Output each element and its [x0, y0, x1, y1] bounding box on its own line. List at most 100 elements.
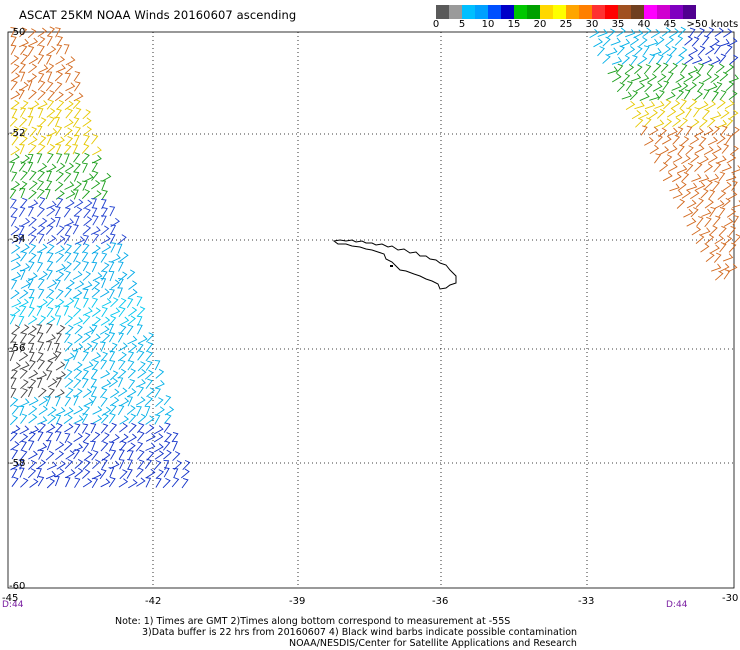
wind-barb: [721, 163, 732, 172]
wind-barb: [54, 91, 64, 102]
wind-barb: [702, 73, 712, 83]
wind-barb: [164, 432, 172, 443]
wind-barb: [109, 360, 116, 371]
wind-barb: [654, 100, 665, 109]
wind-barb: [28, 260, 35, 272]
wind-barb: [127, 351, 135, 362]
wind-barb: [666, 71, 674, 82]
wind-barb: [54, 342, 60, 353]
wind-barb: [74, 324, 83, 335]
wind-barb: [654, 119, 665, 128]
wind-barb: [37, 143, 46, 154]
wind-barb: [153, 460, 162, 471]
wind-barb: [83, 361, 94, 370]
wind-barb: [685, 162, 694, 174]
wind-barb: [11, 467, 18, 479]
wind-barb: [38, 270, 48, 281]
wind-barb: [716, 99, 726, 109]
wind-barb: [63, 44, 70, 55]
wind-barb: [55, 108, 62, 119]
lon-label-36: -36: [432, 596, 448, 607]
wind-barb: [135, 396, 146, 406]
wind-barb: [146, 341, 154, 353]
wind-barb: [20, 243, 30, 253]
wind-barb: [63, 407, 74, 417]
wind-barb: [20, 170, 28, 181]
wind-barb: [692, 55, 703, 65]
wind-barb: [714, 44, 722, 55]
wind-barb: [45, 360, 54, 371]
wind-barb: [45, 470, 57, 480]
wind-barb: [711, 145, 722, 155]
wind-barb: [711, 263, 722, 272]
wind-barb: [74, 126, 81, 137]
wind-barb: [137, 324, 143, 335]
wind-barb: [729, 54, 739, 65]
wind-barb: [137, 386, 145, 397]
wind-barb: [65, 352, 75, 362]
wind-barb: [109, 460, 120, 470]
wind-barb: [82, 423, 89, 434]
lat-label-52: -52: [9, 128, 25, 139]
wind-barb: [643, 45, 650, 56]
wind-barb: [38, 405, 48, 415]
wind-barb: [10, 90, 21, 100]
wind-barb: [116, 243, 123, 254]
wind-barb: [46, 26, 56, 37]
wind-barb: [65, 324, 74, 335]
wind-barb: [11, 404, 20, 415]
wind-barb: [38, 298, 48, 309]
wind-barb: [11, 324, 21, 335]
wind-barb: [20, 388, 28, 399]
wind-barb: [36, 125, 43, 136]
colorbar-label: 15: [507, 19, 521, 30]
wind-barb: [144, 458, 153, 469]
wind-barb: [54, 245, 65, 255]
wind-barb: [691, 226, 702, 236]
wind-barb: [726, 173, 737, 182]
time-label-east: D:44: [666, 600, 688, 610]
wind-barb: [11, 261, 21, 271]
wind-barb: [73, 432, 83, 442]
wind-barb: [696, 63, 704, 74]
wind-barb: [11, 135, 19, 146]
wind-barb: [101, 432, 110, 443]
wind-barb: [679, 117, 688, 128]
wind-barb: [18, 459, 25, 470]
wind-barb: [686, 217, 697, 227]
wind-barb: [677, 144, 685, 155]
wind-barb: [63, 270, 72, 281]
wind-barb: [714, 200, 725, 209]
wind-barb: [55, 206, 61, 217]
wind-barb: [709, 206, 717, 218]
wind-barb: [100, 413, 109, 424]
wind-barb: [672, 153, 683, 163]
wind-barb: [38, 422, 46, 433]
wind-barb: [172, 467, 179, 479]
wind-barb: [92, 406, 103, 415]
wind-barb: [28, 351, 35, 362]
wind-barb: [72, 144, 79, 155]
wind-barb: [73, 242, 82, 253]
wind-barb: [64, 162, 75, 172]
wind-barb: [55, 64, 66, 73]
wind-barb: [45, 288, 55, 299]
wind-barb: [684, 35, 693, 46]
wind-barb: [74, 467, 84, 478]
wind-barb: [163, 467, 170, 478]
wind-barb: [127, 433, 137, 443]
wind-barb: [695, 234, 705, 244]
wind-barb: [118, 387, 128, 397]
wind-barb: [20, 251, 28, 262]
wind-barb: [100, 180, 107, 191]
wind-barb: [101, 270, 108, 281]
wind-barb: [83, 173, 94, 183]
wind-barb: [37, 108, 44, 119]
wind-barb: [109, 206, 116, 217]
notes: Note: 1) Times are GMT 2)Times along bot…: [115, 616, 577, 649]
wind-barb: [704, 216, 712, 228]
wind-barb: [55, 361, 66, 371]
wind-barb: [65, 82, 76, 92]
wind-barb: [73, 405, 84, 415]
wind-barb: [589, 28, 600, 38]
